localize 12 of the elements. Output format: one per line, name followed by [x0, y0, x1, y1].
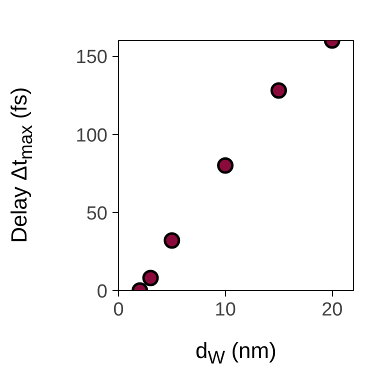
point	[270, 82, 287, 99]
x-tick-label: 20	[322, 300, 343, 320]
x-axis-title: d$_{W}$ (nm)	[196, 338, 276, 368]
point	[164, 232, 180, 249]
y-tick-label: 50	[86, 203, 108, 224]
x-tick-label: 10	[214, 300, 236, 320]
point	[217, 157, 234, 174]
y-tick-label: 100	[76, 125, 108, 146]
x-tick-label: 0	[113, 300, 124, 320]
y-tick-label: 150	[76, 47, 108, 68]
y-tick-label: 0	[96, 282, 108, 302]
point	[142, 270, 159, 286]
